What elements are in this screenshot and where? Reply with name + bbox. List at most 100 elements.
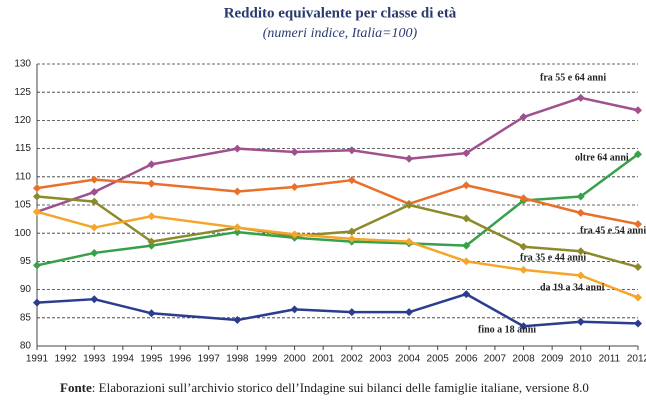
x-tick-label: 2001 [312, 354, 335, 365]
series-label: fra 55 e 64 anni [540, 72, 606, 83]
point-marker [90, 295, 99, 304]
x-tick-label: 2006 [455, 354, 478, 365]
source: Fonte: Elaborazioni sull’archivio storic… [60, 380, 589, 395]
series-line [36, 292, 639, 328]
chart-title: Reddito equivalente per classe di età [224, 5, 457, 21]
source-label: Fonte [60, 380, 92, 395]
y-tick-label: 85 [20, 312, 32, 323]
point-marker [462, 181, 471, 190]
point-marker [462, 290, 471, 299]
point-marker [519, 242, 528, 251]
x-tick-label: 2000 [283, 354, 306, 365]
y-tick-label: 100 [14, 228, 31, 239]
point-marker [462, 214, 471, 223]
x-tick-label: 2002 [341, 354, 364, 365]
x-tick-label: 2010 [570, 354, 593, 365]
point-marker [576, 247, 585, 256]
point-marker [33, 298, 41, 307]
x-tick-label: 1997 [198, 354, 221, 365]
source-text: : Elaborazioni sull’archivio storico del… [92, 380, 589, 395]
series-label: oltre 64 anni [575, 152, 629, 163]
x-tick-label: 2008 [512, 354, 535, 365]
chart-subtitle: (numeri indice, Italia=100) [263, 26, 418, 41]
point-marker [405, 201, 414, 209]
point-marker [576, 271, 585, 280]
series-line [36, 178, 639, 226]
x-tick-label: 1995 [140, 354, 163, 365]
point-marker [576, 317, 585, 326]
y-tick-label: 110 [15, 171, 31, 182]
point-marker [519, 113, 528, 122]
point-marker [33, 207, 41, 216]
x-tick-label: 2011 [599, 354, 621, 365]
point-marker [233, 316, 242, 325]
x-tick-label: 2005 [427, 354, 450, 365]
x-tick-label: 1998 [226, 354, 249, 365]
y-tick-label: 125 [14, 87, 31, 98]
point-marker [33, 184, 41, 193]
point-marker [33, 192, 41, 201]
point-marker [634, 150, 642, 159]
point-marker [519, 322, 528, 331]
point-marker [233, 187, 242, 196]
x-tick-label: 2003 [369, 354, 392, 365]
point-marker [634, 106, 642, 115]
point-marker [576, 93, 585, 102]
series-label: da 19 a 34 anni [540, 282, 605, 293]
x-tick-label: 2009 [541, 354, 564, 365]
y-tick-label: 115 [15, 143, 31, 154]
x-tick-label: 1996 [169, 354, 192, 365]
point-marker [33, 261, 41, 270]
point-marker [347, 176, 356, 185]
y-tick-label: 95 [20, 256, 32, 267]
point-marker [347, 227, 356, 236]
series-label: fra 35 e 44 anni [520, 252, 586, 263]
point-marker [519, 265, 528, 274]
point-marker [405, 154, 414, 163]
point-marker [147, 160, 156, 169]
x-tick-label: 2004 [398, 354, 421, 365]
point-marker [290, 305, 299, 314]
x-tick-label: 1992 [54, 354, 77, 365]
point-marker [634, 293, 642, 302]
point-marker [90, 175, 99, 184]
y-tick-label: 120 [14, 115, 31, 126]
y-tick-label: 80 [20, 341, 32, 352]
point-marker [347, 234, 356, 243]
y-tick-label: 105 [14, 200, 31, 211]
point-marker [233, 144, 242, 153]
point-marker [90, 197, 99, 206]
point-marker [634, 220, 642, 229]
point-marker [90, 223, 99, 232]
point-marker [576, 208, 585, 217]
point-marker [634, 319, 642, 328]
point-marker [147, 309, 156, 318]
series-label: fino a 18 anni [478, 324, 536, 335]
point-marker [405, 237, 414, 246]
point-marker [290, 147, 299, 156]
point-marker [147, 212, 156, 221]
point-marker [634, 263, 642, 272]
point-marker [347, 308, 356, 317]
point-marker [519, 194, 528, 203]
point-marker [576, 192, 585, 201]
x-tick-label: 1991 [26, 354, 49, 365]
point-marker [462, 149, 471, 158]
point-marker [233, 223, 242, 232]
point-marker [233, 228, 242, 237]
point-marker [405, 308, 414, 317]
point-marker [147, 179, 156, 188]
series-label: fra 45 e 54 anni [580, 225, 646, 236]
x-tick-label: 1994 [112, 354, 135, 365]
y-tick-label: 90 [20, 284, 32, 295]
x-tick-label: 1999 [255, 354, 278, 365]
x-tick-label: 1993 [83, 354, 106, 365]
point-marker [90, 248, 99, 257]
point-marker [462, 257, 471, 266]
point-marker [347, 146, 356, 155]
point-marker [290, 182, 299, 191]
point-marker [290, 230, 299, 239]
x-tick-label: 2007 [484, 354, 507, 365]
